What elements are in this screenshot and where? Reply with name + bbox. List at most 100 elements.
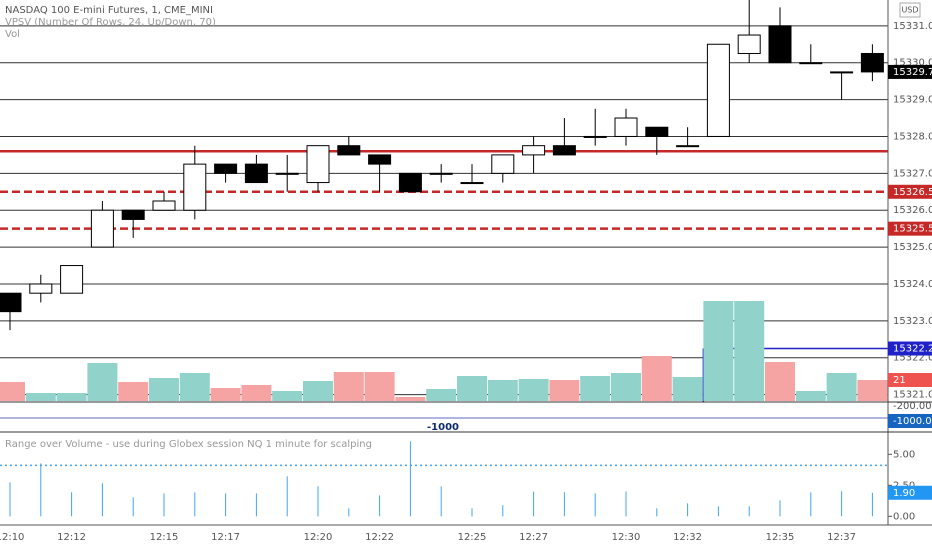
time-label: 12:17 <box>211 532 240 543</box>
time-label: 12:32 <box>673 532 702 543</box>
price-label: 1.90 <box>893 488 915 499</box>
candle-body <box>799 62 823 65</box>
price-label-box <box>888 64 932 79</box>
candle-body <box>60 265 84 294</box>
price-label: 15322.25 <box>893 344 932 355</box>
price-label: 21 <box>893 375 906 386</box>
indicator-pane-title: Range over Volume - use during Globex se… <box>5 439 372 450</box>
time-label: 12:37 <box>827 532 856 543</box>
price-label: 15326.50 <box>893 187 932 198</box>
volume-title: Vol <box>5 29 20 40</box>
candle-body <box>152 200 176 211</box>
time-label: 12:27 <box>519 532 548 543</box>
price-label: 0.00 <box>893 511 915 522</box>
candle-body <box>90 209 114 248</box>
volume-bar <box>487 380 518 401</box>
time-label: 12:30 <box>612 532 641 543</box>
price-label: 15326.00 <box>893 205 932 216</box>
time-label: 12:10 <box>0 532 24 543</box>
candle-body <box>860 52 884 73</box>
price-label: 15322.00 <box>893 353 932 364</box>
volume-bar <box>25 393 56 401</box>
price-label: 15321.00 <box>893 390 932 401</box>
candle-body <box>583 135 607 138</box>
price-label: 15323.00 <box>893 316 932 327</box>
indicator-title: VPSV (Number Of Rows, 24, Up/Down, 70) <box>5 17 216 28</box>
price-label: -1000.00 <box>893 416 932 427</box>
price-label: 15327.00 <box>893 168 932 179</box>
price-label: 15328.00 <box>893 131 932 142</box>
candle-body <box>706 43 730 137</box>
price-label: 15325.00 <box>893 242 932 253</box>
price-pane <box>0 0 888 402</box>
currency-box[interactable] <box>899 2 921 18</box>
candle-body <box>244 163 268 184</box>
price-label: 15331.00 <box>893 21 932 32</box>
volume-bar <box>56 393 87 401</box>
price-label: 15325.50 <box>893 224 932 235</box>
price-label-box <box>888 221 932 236</box>
candle-body <box>306 145 330 184</box>
volume-bar <box>611 373 641 401</box>
price-label-box <box>888 414 932 428</box>
candle-body <box>183 163 207 211</box>
price-label: 15329.00 <box>893 95 932 106</box>
volume-bar <box>734 301 765 401</box>
candle-body <box>768 25 792 64</box>
volume-bar <box>549 380 580 401</box>
volume-bar <box>826 373 857 401</box>
candle-body <box>614 117 638 137</box>
candle-body <box>398 172 422 193</box>
price-label-box <box>888 184 932 199</box>
price-label: 15330.00 <box>893 58 932 69</box>
candle-body <box>337 145 361 156</box>
candle-body <box>429 172 453 175</box>
candle-body <box>275 172 299 175</box>
time-label: 12:20 <box>304 532 333 543</box>
volume-bar <box>703 301 734 401</box>
candle-body <box>522 145 546 156</box>
candle-body <box>552 145 576 156</box>
volume-bar <box>857 380 888 401</box>
candle-body <box>121 209 145 220</box>
volume-bar <box>395 397 426 401</box>
currency[interactable]: USD <box>901 6 918 15</box>
volume-bar <box>118 382 149 401</box>
volume-bar <box>0 382 25 401</box>
candle-body <box>29 283 53 294</box>
price-label: 5.00 <box>893 449 915 460</box>
volume-bar <box>672 377 703 401</box>
candle-body <box>368 154 392 165</box>
volume-bar <box>765 362 795 401</box>
price-label: 15324.00 <box>893 279 932 290</box>
candle-body <box>645 126 669 137</box>
volume-bar <box>241 385 272 401</box>
time-label: 12:15 <box>150 532 179 543</box>
volume-bar <box>457 376 487 401</box>
volume-bar <box>518 379 549 401</box>
candle-body <box>830 71 854 74</box>
volume-bar <box>641 356 672 401</box>
panes: -1000 <box>0 417 892 517</box>
price-label-box <box>888 341 932 356</box>
time-label: 12:35 <box>766 532 795 543</box>
price-label-box <box>888 373 932 387</box>
candle-body <box>460 182 484 185</box>
volume-bar <box>333 372 364 401</box>
time-label: 12:12 <box>57 532 86 543</box>
volume-bar <box>364 372 395 401</box>
volume-bar <box>179 373 210 401</box>
candle-body <box>491 154 515 174</box>
volume-bar <box>303 381 333 401</box>
volume-bar <box>87 363 118 401</box>
volume-bar <box>580 376 611 401</box>
volume-bar <box>426 389 457 401</box>
symbol-title: NASDAQ 100 E-mini Futures, 1, CME_MINI <box>5 5 213 16</box>
candle-body <box>0 292 22 313</box>
price-label: -200.00 <box>893 401 932 412</box>
volume-bar <box>795 391 826 401</box>
price-label: 15329.75 <box>893 67 932 78</box>
candle-body <box>214 163 238 174</box>
